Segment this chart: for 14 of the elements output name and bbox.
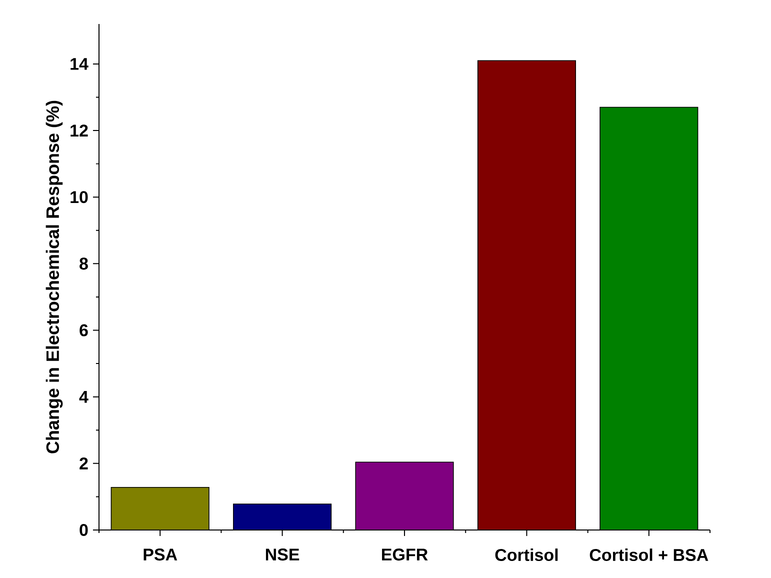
x-tick-label: Cortisol [495,548,558,562]
x-tick-label: EGFR [382,548,428,561]
y-tick-label: 6 [80,324,88,336]
y-tick-label: 0 [80,524,88,536]
y-tick-label: 14 [70,58,88,70]
y-axis-title: Change in Electrochemical Response (%) [46,100,63,454]
y-tick-label: 12 [70,124,88,136]
y-tick-label: 10 [70,191,88,204]
x-tick-label: NSE [266,548,300,561]
x-tick-label: Cortisol + BSA [590,548,708,562]
x-tick-label: PSA [144,548,178,561]
y-tick-label: 2 [80,457,88,470]
y-tick-label: 4 [79,390,88,403]
y-tick-label: 8 [80,258,88,270]
